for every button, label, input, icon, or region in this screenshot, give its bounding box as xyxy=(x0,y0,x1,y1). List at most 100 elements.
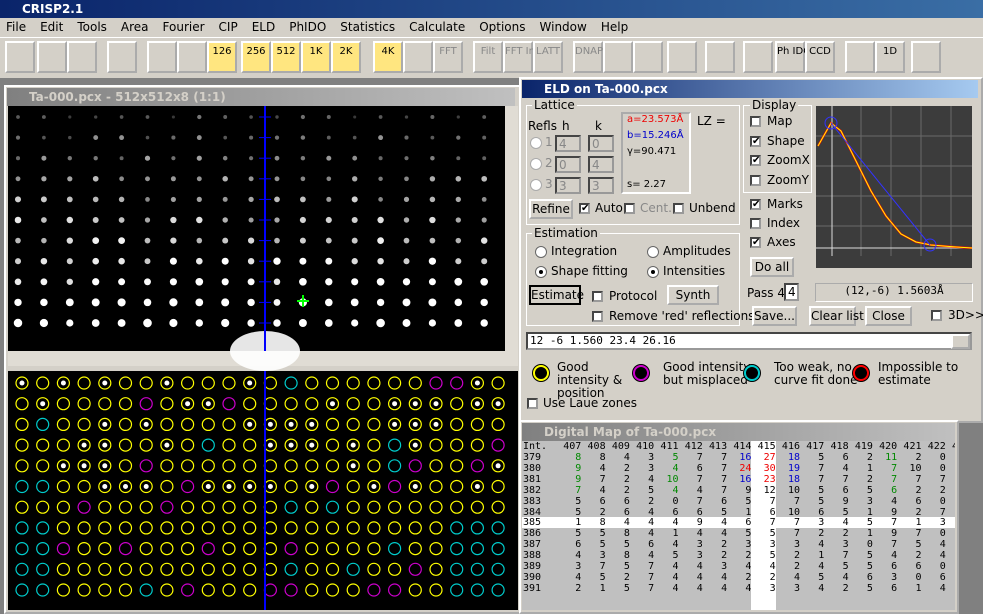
radio[interactable] xyxy=(530,137,542,149)
spot xyxy=(273,319,281,327)
menu-item[interactable]: Calculate xyxy=(409,20,466,34)
radio[interactable] xyxy=(535,246,547,258)
button[interactable]: Refine xyxy=(529,199,573,219)
reflection-mark xyxy=(181,521,195,535)
checkbox[interactable]: ✔ xyxy=(750,136,761,147)
toolbar-button[interactable]: 512 xyxy=(271,41,301,73)
radio[interactable] xyxy=(530,158,542,170)
checkbox[interactable] xyxy=(624,203,635,214)
spot xyxy=(171,135,176,140)
row-header: 381 xyxy=(523,473,542,485)
reflection-combo[interactable]: 12 -6 1.560 23.4 26.16 xyxy=(526,332,972,350)
toolbar-button[interactable]: CCD xyxy=(805,41,835,73)
reflection-mark xyxy=(408,438,422,452)
toolbar-button[interactable]: 256 xyxy=(241,41,271,73)
checkbox[interactable] xyxy=(592,291,603,302)
spot xyxy=(351,237,358,244)
toolbar-button[interactable] xyxy=(147,41,177,73)
checkbox[interactable] xyxy=(750,116,761,127)
checkbox-label: Index xyxy=(767,216,801,230)
menu-item[interactable]: Fourier xyxy=(162,20,205,34)
checkbox[interactable] xyxy=(931,310,942,321)
toolbar-button[interactable] xyxy=(845,41,875,73)
menu-item[interactable]: CIP xyxy=(218,20,238,34)
toolbar-button[interactable]: 1D xyxy=(875,41,905,73)
menu-item[interactable]: Window xyxy=(539,20,587,34)
menu-item[interactable]: Options xyxy=(479,20,526,34)
menu-item[interactable]: Tools xyxy=(77,20,107,34)
button[interactable]: Estimate xyxy=(529,285,584,305)
spot xyxy=(92,196,99,203)
button[interactable]: Close xyxy=(865,306,912,326)
reflection-mark xyxy=(470,417,484,431)
toolbar-button[interactable]: Filt xyxy=(473,41,503,73)
toolbar-button[interactable] xyxy=(667,41,697,73)
row-header: 388 xyxy=(523,550,542,562)
label: 1 xyxy=(545,135,553,149)
menu-item[interactable]: PhIDO xyxy=(289,20,327,34)
radio[interactable] xyxy=(647,246,659,258)
toolbar-button[interactable] xyxy=(911,41,941,73)
toolbar-button[interactable]: 2K xyxy=(331,41,361,73)
toolbar-button[interactable] xyxy=(743,41,773,73)
radio[interactable] xyxy=(530,179,542,191)
toolbar-button[interactable] xyxy=(5,41,35,73)
toolbar-button[interactable]: DNAP xyxy=(573,41,603,73)
checkbox[interactable] xyxy=(592,311,603,322)
checkbox[interactable] xyxy=(750,175,761,186)
reflection-mark xyxy=(305,479,319,494)
column-header: 423 xyxy=(946,441,955,452)
checkbox[interactable] xyxy=(673,203,684,214)
menu-item[interactable]: Area xyxy=(120,20,149,34)
button[interactable]: Do all xyxy=(750,257,794,277)
toolbar-button[interactable]: Ph IDO xyxy=(775,41,811,73)
checkbox[interactable] xyxy=(527,398,538,409)
toolbar-button[interactable] xyxy=(603,41,633,73)
checkbox[interactable]: ✔ xyxy=(750,155,761,166)
reflection-mark xyxy=(388,562,402,576)
cell: 7 xyxy=(939,506,946,518)
spot xyxy=(352,176,358,182)
reflection-mark xyxy=(98,521,112,535)
button[interactable]: Save... xyxy=(752,306,797,326)
toolbar-button[interactable] xyxy=(107,41,137,73)
toolbar-button[interactable] xyxy=(705,41,735,73)
reflection-mark xyxy=(222,417,236,431)
checkbox[interactable]: ✔ xyxy=(579,203,590,214)
reflection-mark xyxy=(98,417,112,431)
checkbox[interactable]: ✔ xyxy=(750,199,761,210)
spot xyxy=(145,115,150,119)
spot xyxy=(93,156,98,161)
checkbox[interactable] xyxy=(750,218,761,229)
cell: 5 xyxy=(745,495,752,507)
toolbar-button[interactable]: 126 xyxy=(207,41,237,73)
menu-item[interactable]: ELD xyxy=(251,20,276,34)
toolbar-button[interactable] xyxy=(403,41,433,73)
toolbar-button[interactable]: FFT Inv xyxy=(503,41,541,73)
spot xyxy=(14,216,22,224)
toolbar-button[interactable]: FFT xyxy=(433,41,463,73)
menu-item[interactable]: File xyxy=(6,20,27,34)
toolbar-button[interactable] xyxy=(177,41,207,73)
combo-button[interactable] xyxy=(951,334,970,349)
spot xyxy=(221,278,229,286)
toolbar-button[interactable]: 1K xyxy=(301,41,331,73)
toolbar-button[interactable] xyxy=(633,41,663,73)
menu-item[interactable]: Edit xyxy=(40,20,64,34)
radio[interactable] xyxy=(647,266,659,278)
toolbar-button[interactable]: LATT xyxy=(533,41,563,73)
toolbar-button[interactable] xyxy=(37,41,67,73)
radio[interactable] xyxy=(535,266,547,278)
checkbox[interactable]: ✔ xyxy=(750,237,761,248)
spot xyxy=(221,298,230,307)
toolbar-button[interactable] xyxy=(67,41,97,73)
menu-item[interactable]: Statistics xyxy=(340,20,396,34)
cell: 4 xyxy=(891,550,898,562)
toolbar-button[interactable]: 4K xyxy=(373,41,403,73)
reflection-mark xyxy=(367,397,381,411)
reflection-mark xyxy=(98,397,112,411)
reflection-mark xyxy=(201,500,215,514)
button[interactable]: Synth xyxy=(667,285,719,305)
button[interactable]: Clear list xyxy=(809,306,864,326)
menu-item[interactable]: Help xyxy=(600,20,629,34)
